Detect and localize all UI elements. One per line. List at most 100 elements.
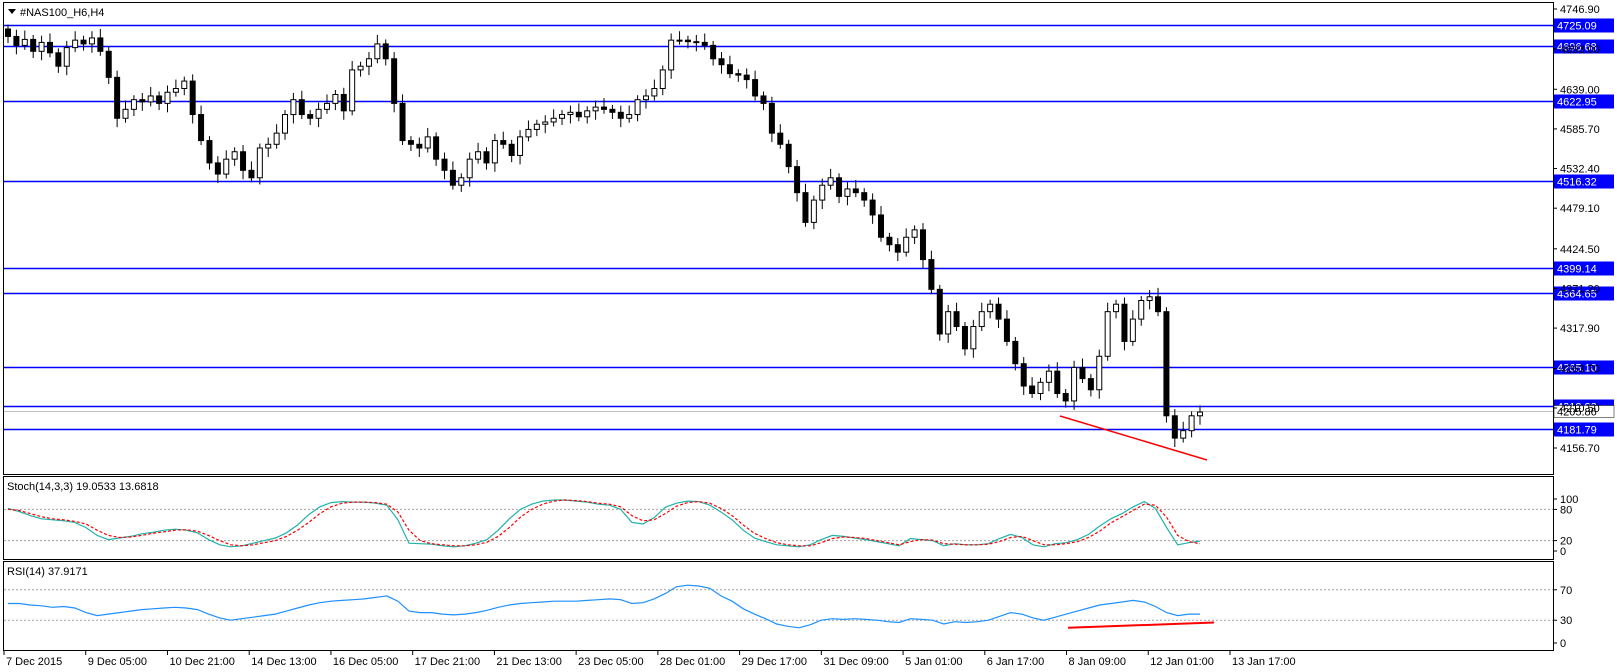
- bearish-candle: [382, 43, 389, 60]
- bearish-candle: [1171, 415, 1178, 439]
- level-price-label: 4181.79: [1557, 425, 1597, 437]
- price-axis: 4746.90 4693.00 4639.00 4585.70 4532.40 4479.…: [1553, 4, 1600, 455]
- level-price-tag: [1554, 286, 1614, 301]
- time-axis-label: 28 Dec 01:00: [660, 656, 725, 668]
- bullish-candle: [273, 132, 280, 145]
- bullish-candle: [365, 58, 372, 67]
- current-price-tag: [1553, 405, 1615, 418]
- bullish-candle: [945, 311, 952, 335]
- bullish-candle: [491, 140, 498, 164]
- bullish-candle: [1037, 381, 1044, 394]
- bullish-candle: [1197, 411, 1203, 417]
- price-axis-label: 4585.70: [1560, 124, 1600, 136]
- bearish-candle: [105, 50, 112, 78]
- bullish-candle: [147, 95, 154, 103]
- bullish-candle: [181, 80, 188, 90]
- bearish-candle: [878, 214, 885, 238]
- bearish-candle: [1054, 370, 1061, 394]
- bearish-candle: [340, 93, 347, 112]
- bearish-candle: [248, 169, 255, 179]
- time-axis-label: 21 Dec 13:00: [496, 656, 561, 668]
- bearish-candle: [718, 58, 725, 66]
- bearish-candle: [760, 95, 767, 104]
- bearish-candle: [206, 140, 213, 164]
- bullish-candle: [550, 117, 557, 123]
- bullish-candle: [668, 39, 675, 71]
- bearish-candle: [1003, 318, 1010, 342]
- bearish-candle: [307, 114, 314, 119]
- stoch-title: Stoch(14,3,3) 19.0533 13.6818: [7, 481, 159, 493]
- time-axis-label: 10 Dec 21:00: [169, 656, 234, 668]
- candlestick-series: [5, 24, 1203, 448]
- bullish-candle: [282, 114, 289, 134]
- price-axis-label: 4693.00: [1560, 44, 1600, 56]
- time-axis-label: 8 Jan 09:00: [1069, 656, 1127, 668]
- indicator-axis-label: 100: [1560, 494, 1578, 506]
- bearish-candle: [936, 288, 943, 335]
- bearish-candle: [743, 74, 750, 81]
- indicator-axis-label: 0: [1560, 546, 1566, 558]
- bearish-candle: [189, 80, 196, 116]
- bearish-candle: [13, 35, 20, 46]
- bullish-candle: [970, 326, 977, 350]
- price-axis-label: 4479.10: [1560, 203, 1600, 215]
- bearish-candle: [953, 311, 960, 328]
- bullish-candle: [819, 184, 826, 201]
- time-axis-label: 13 Jan 17:00: [1232, 656, 1296, 668]
- bearish-candle: [156, 95, 163, 104]
- bullish-candle: [72, 39, 79, 49]
- level-price-label: 4725.09: [1557, 21, 1597, 33]
- level-price-tag: [1554, 18, 1614, 33]
- bullish-candle: [978, 311, 985, 328]
- bearish-candle: [794, 166, 801, 194]
- bearish-candle: [777, 132, 784, 145]
- bullish-candle: [987, 303, 994, 313]
- chart-title: #NAS100_H6,H4: [20, 7, 104, 19]
- dropdown-triangle-icon[interactable]: [8, 9, 16, 14]
- bearish-candle: [869, 199, 876, 216]
- level-price-tag: [1554, 39, 1614, 54]
- bullish-candle: [542, 121, 549, 125]
- bullish-candle: [1138, 300, 1145, 320]
- bullish-candle: [626, 114, 633, 119]
- bearish-candle: [139, 99, 146, 103]
- time-axis-label: 9 Dec 05:00: [88, 656, 147, 668]
- time-axis-label: 7 Dec 2015: [6, 656, 62, 668]
- price-axis-label: 4746.90: [1560, 4, 1600, 16]
- bearish-candle: [1062, 392, 1069, 402]
- main-chart-frame: [3, 2, 1554, 475]
- bullish-candle: [634, 99, 641, 116]
- bearish-candle: [449, 169, 456, 186]
- rsi-divergence-segment: [1067, 621, 1215, 629]
- support-resistance-levels: 4725.09 4696.68 4622.95 4516.32 4399.14 4364.…: [4, 18, 1615, 437]
- bearish-candle: [97, 37, 104, 52]
- bearish-candle: [30, 38, 37, 52]
- bearish-candle: [483, 151, 490, 164]
- bullish-candle: [349, 69, 356, 112]
- bearish-candle: [214, 162, 221, 175]
- time-axis-label: 14 Dec 13:00: [251, 656, 316, 668]
- level-price-label: 4265.10: [1557, 363, 1597, 375]
- level-price-label: 4364.65: [1557, 289, 1597, 301]
- bullish-candle: [374, 43, 381, 60]
- bearish-candle: [240, 151, 247, 171]
- price-divergence-segment: [1059, 415, 1208, 461]
- level-price-label: 4696.68: [1557, 42, 1597, 54]
- time-axis-label: 6 Jan 17:00: [987, 656, 1045, 668]
- bullish-candle: [1188, 415, 1195, 432]
- bearish-candle: [752, 79, 759, 97]
- bullish-candle: [844, 188, 851, 197]
- bearish-candle: [601, 106, 607, 110]
- bearish-candle: [433, 136, 440, 160]
- bearish-candle: [785, 143, 792, 168]
- bearish-candle: [617, 111, 624, 119]
- bearish-candle: [298, 99, 305, 116]
- time-axis-label: 12 Jan 01:00: [1150, 656, 1214, 668]
- price-axis-label: 4210.50: [1560, 403, 1600, 415]
- bearish-candle: [1012, 340, 1019, 365]
- bullish-candle: [265, 143, 272, 149]
- bullish-candle: [1129, 318, 1136, 342]
- level-price-tag: [1554, 174, 1614, 189]
- bullish-candle: [424, 136, 431, 149]
- bearish-candle: [1163, 311, 1170, 417]
